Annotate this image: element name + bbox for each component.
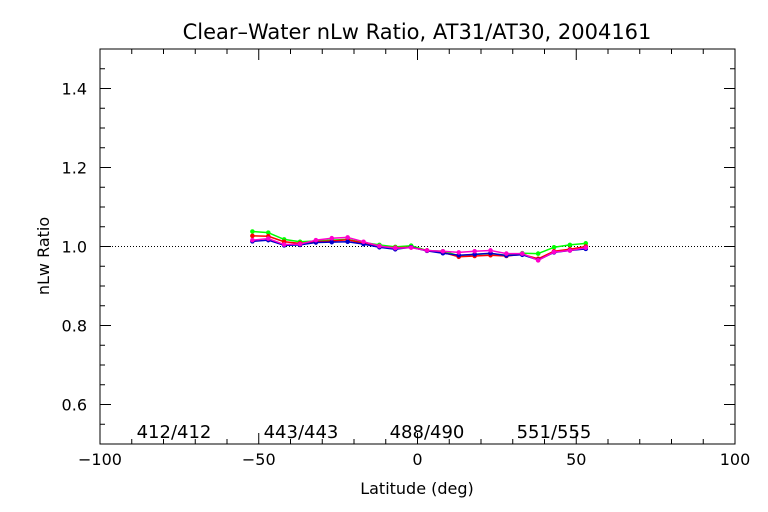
y-tick-label: 0.6	[62, 396, 87, 415]
y-tick-label: 0.8	[62, 317, 87, 336]
data-point-412-412	[250, 229, 255, 234]
legend-label-551-555: 551/555	[517, 422, 592, 443]
data-point-551-555	[281, 242, 287, 247]
data-point-551-555	[408, 245, 414, 250]
data-point-412-412	[567, 242, 573, 248]
legend-label-488-490: 488/490	[390, 422, 465, 443]
x-tick-label: 100	[720, 450, 751, 469]
data-point-488-490	[345, 239, 350, 245]
legend-label-412-412: 412/412	[137, 422, 212, 443]
data-point-412-412	[535, 251, 541, 256]
data-point-488-490	[329, 239, 335, 245]
data-point-551-555	[583, 245, 589, 250]
series-line-551-555	[251, 236, 587, 262]
data-point-551-555	[456, 250, 462, 255]
data-point-551-555	[392, 245, 398, 251]
data-point-551-555	[519, 251, 525, 256]
data-point-551-555	[440, 248, 446, 254]
data-point-551-555	[361, 239, 366, 245]
data-point-551-555	[345, 235, 350, 240]
x-tick-label: 0	[412, 450, 422, 469]
y-tick-label: 1.4	[62, 80, 87, 99]
data-point-551-555	[551, 249, 557, 255]
x-tick-label: −100	[78, 450, 122, 469]
data-point-551-555	[472, 248, 477, 254]
data-point-551-555	[424, 248, 430, 253]
data-point-551-555	[535, 258, 541, 263]
data-point-443-443	[250, 233, 255, 239]
y-tick-label: 1.0	[62, 238, 87, 257]
data-point-551-555	[504, 251, 509, 256]
data-point-551-555	[297, 241, 303, 247]
data-point-551-555	[329, 235, 335, 241]
data-point-551-555	[250, 237, 255, 243]
data-point-551-555	[313, 237, 319, 243]
series-line-412-412	[251, 230, 587, 257]
x-axis-label: Latitude (deg)	[360, 479, 474, 498]
legend-label-443-443: 443/443	[264, 422, 339, 443]
x-tick-label: −50	[242, 450, 276, 469]
data-point-551-555	[567, 248, 573, 253]
data-point-551-555	[488, 248, 493, 253]
plot-layer: −100 −50 0 50 100 0.6 0.8 1.0 1.2 1.4 412/412 443/4…	[62, 48, 751, 469]
chart-title: Clear–Water nLw Ratio, AT31/AT30, 200416…	[183, 20, 652, 44]
plot-frame	[99, 48, 736, 445]
y-tick-label: 1.2	[62, 159, 87, 178]
x-tick-label: 50	[566, 450, 586, 469]
data-point-551-555	[377, 243, 382, 249]
data-point-412-412	[551, 244, 557, 250]
y-axis-label: nLw Ratio	[34, 217, 53, 295]
data-point-551-555	[265, 236, 271, 241]
series-line-443-443	[251, 235, 587, 260]
